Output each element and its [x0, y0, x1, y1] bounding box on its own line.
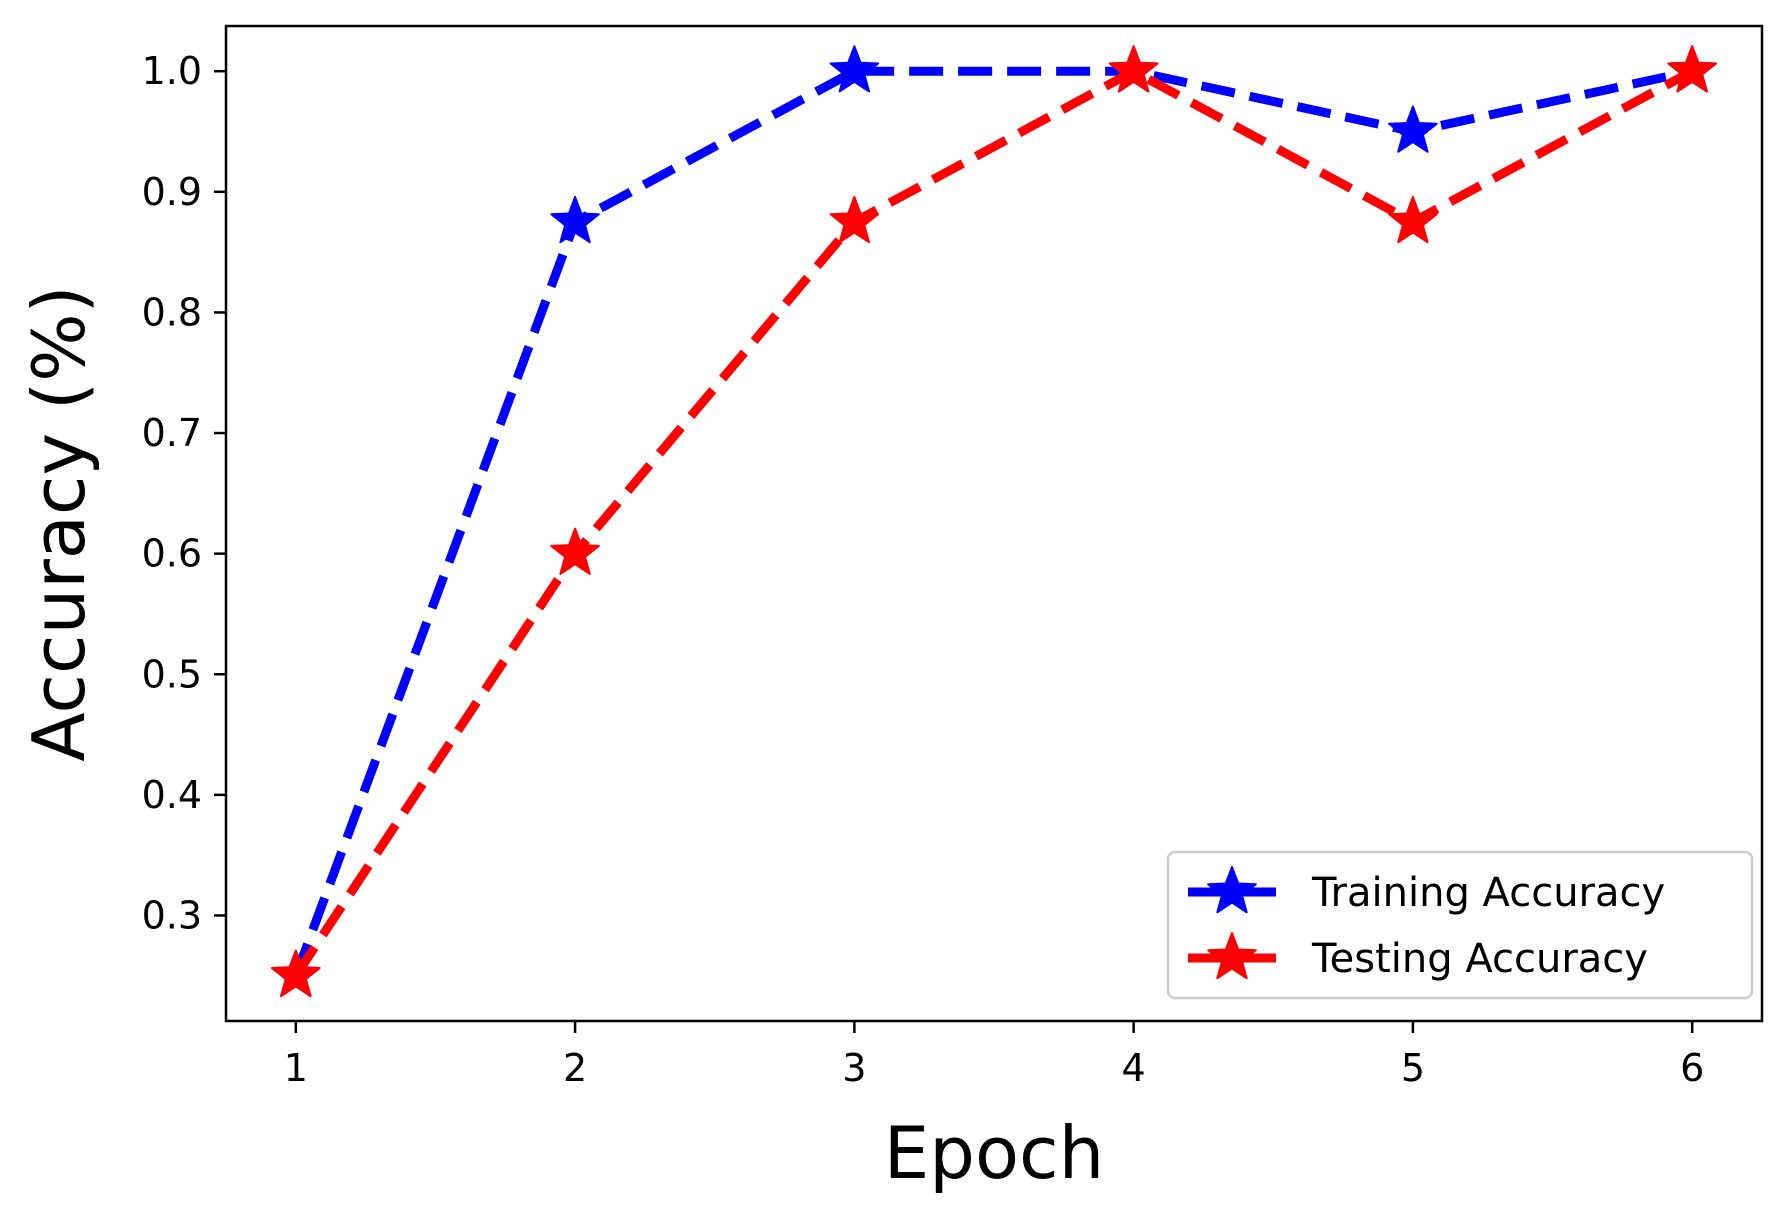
plot-area-frame: [224, 24, 1764, 1023]
legend-label: Training Accuracy: [1311, 870, 1665, 916]
x-tick-label: 5: [1401, 1046, 1425, 1090]
y-tick-label: 0.6: [142, 532, 202, 576]
legend-entry: Training Accuracy: [1188, 866, 1665, 916]
legend: Training Accuracy Testing Accuracy: [1166, 850, 1754, 1000]
y-tick-label: 1.0: [142, 49, 202, 93]
series-layer: [271, 45, 1717, 997]
legend-star-marker: [1207, 932, 1257, 980]
series-point-star: [1388, 195, 1438, 244]
y-axis: 0.3 0.4 0.5 0.6 0.7 0.8 0.9 1.0: [142, 49, 226, 937]
series-testing-accuracy: [271, 45, 1717, 997]
x-tick-label: 6: [1680, 1046, 1704, 1090]
series-point-star: [1388, 105, 1438, 153]
x-tick-label: 3: [842, 1046, 866, 1090]
y-tick-label: 0.5: [142, 652, 202, 696]
series-point-star: [829, 45, 880, 93]
series-line: [292, 66, 1695, 979]
x-tick-label: 2: [563, 1046, 587, 1090]
legend-label: Testing Accuracy: [1311, 936, 1648, 982]
x-tick-label: 1: [284, 1046, 308, 1090]
series-point-star: [1667, 45, 1717, 93]
series-point-star: [271, 949, 321, 997]
series-point-star: [550, 195, 600, 244]
y-tick-label: 0.8: [142, 290, 202, 334]
series-point-star: [550, 527, 600, 575]
x-axis-title: Epoch: [884, 1111, 1104, 1195]
legend-box: [1166, 850, 1754, 1000]
legend-star-marker: [1207, 866, 1257, 914]
y-tick-label: 0.9: [142, 170, 202, 214]
y-tick-label: 0.4: [142, 773, 202, 817]
legend-entries: Training Accuracy Testing Accuracy: [1188, 866, 1665, 982]
y-axis-title: Accuracy (%): [17, 285, 101, 761]
x-axis: 1 2 3 4 5 6: [284, 1021, 1704, 1090]
series-line: [291, 66, 1694, 978]
series-point-star: [829, 195, 880, 244]
x-tick-label: 4: [1122, 1046, 1146, 1090]
legend-entry: Testing Accuracy: [1188, 932, 1648, 982]
series-point-star: [1108, 45, 1159, 93]
y-tick-label: 0.3: [142, 893, 202, 937]
y-tick-label: 0.7: [142, 411, 202, 455]
